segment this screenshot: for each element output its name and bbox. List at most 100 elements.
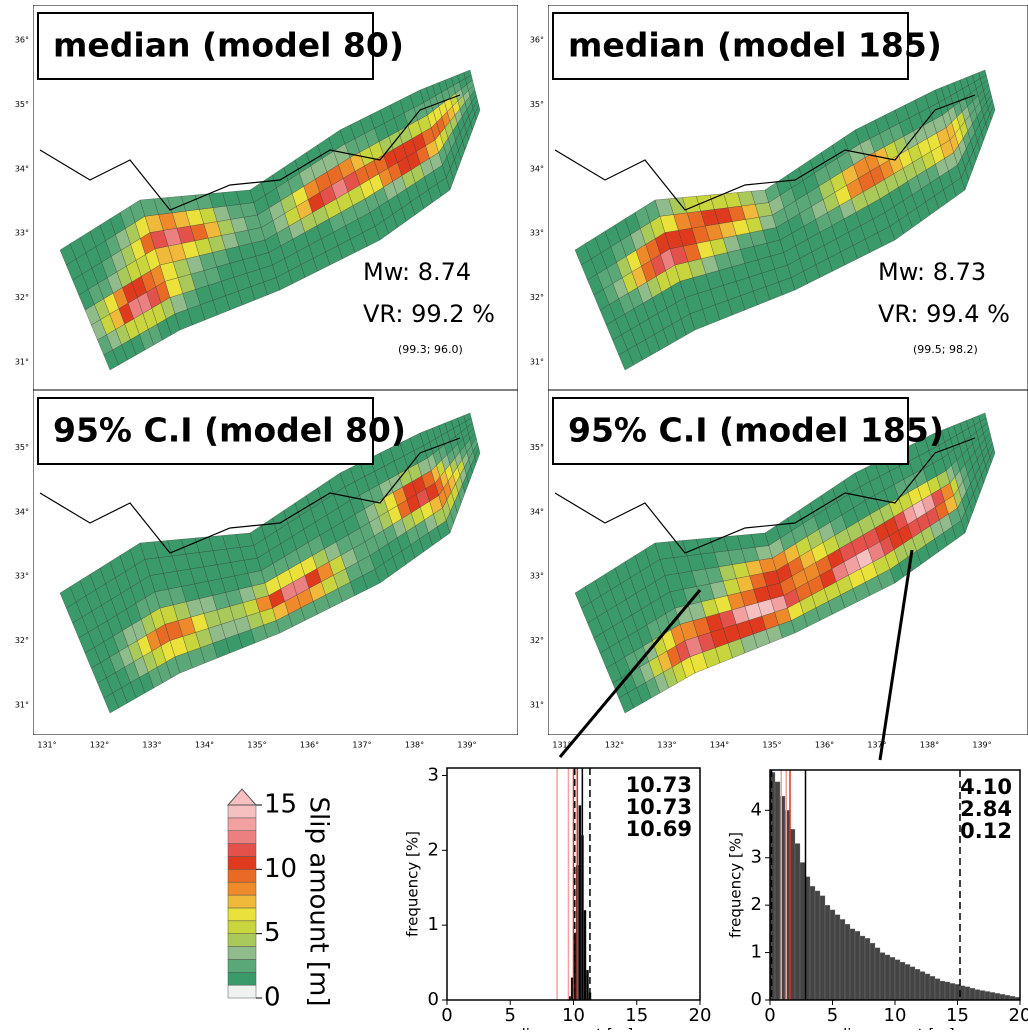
x-tick-label: 0 (441, 1005, 452, 1026)
hist-bar (889, 957, 896, 1001)
title-box (37, 397, 374, 465)
title-box (37, 12, 374, 80)
stat-annotation: 0.12 (960, 819, 1012, 843)
colorbar-band (227, 817, 257, 831)
hist-bar (854, 931, 861, 1001)
lat-label: 35° (15, 100, 29, 109)
hist-bar (984, 991, 991, 1001)
hist-bar (774, 781, 781, 1001)
hist-bar (969, 987, 976, 1001)
colorbar-band (227, 856, 257, 870)
hist-bar (974, 989, 981, 1001)
mw-label: Mw: 8.73 (878, 258, 986, 286)
colorbar-band (227, 933, 257, 947)
colorbar-band (227, 843, 257, 857)
hist-bar (864, 938, 871, 1001)
colorbar-band (227, 894, 257, 909)
lon-label: 133° (657, 741, 676, 750)
panel-title: median (model 80) (53, 26, 404, 65)
lon-label: 132° (90, 741, 109, 750)
lon-label: 131° (552, 741, 571, 750)
hist-bar (924, 973, 931, 1001)
lat-label: 34° (530, 164, 544, 173)
hist-bar (914, 969, 921, 1001)
hist-bar (909, 966, 916, 1001)
vr-detail: (99.3; 96.0) (398, 343, 463, 356)
hist-bar (859, 935, 866, 1001)
hist-bar (824, 905, 831, 1001)
panel-title: 95% C.I (model 185) (568, 411, 944, 450)
lat-label: 34° (15, 164, 29, 173)
hist-bar (879, 952, 886, 1001)
hist-bar (944, 981, 951, 1001)
lat-label: 31° (530, 701, 544, 710)
lat-label: 35° (15, 443, 29, 452)
stat-annotation: 4.10 (960, 775, 1012, 799)
hist-bar (839, 919, 846, 1001)
lat-label: 33° (15, 229, 29, 238)
colorbar-tick-label: 5 (264, 918, 281, 948)
hist-bar (819, 895, 826, 1001)
hist-bar (874, 947, 881, 1001)
panel-title: median (model 185) (568, 26, 942, 65)
hist-bar (809, 886, 816, 1001)
y-tick-label: 4 (751, 799, 762, 820)
panel-title: 95% C.I (model 80) (53, 411, 406, 450)
hist-bar (799, 862, 806, 1001)
colorbar-tick-label: 10 (264, 854, 297, 884)
lat-label: 31° (530, 358, 544, 367)
hist-bar (814, 890, 821, 1001)
lat-label: 36° (15, 36, 29, 45)
title-box (552, 12, 909, 80)
lon-label: 138° (920, 741, 939, 750)
x-tick-label: 5 (827, 1005, 838, 1026)
colorbar-band (227, 869, 257, 883)
hist-bar (586, 969, 589, 1001)
colorbar-arrow (226, 788, 258, 806)
colorbar-band (227, 959, 257, 973)
stat-annotation: 10.73 (626, 773, 692, 797)
hist-bar (829, 909, 836, 1001)
lon-label: 138° (405, 741, 424, 750)
lat-label: 35° (530, 100, 544, 109)
lon-label: 134° (710, 741, 729, 750)
lon-label: 135° (247, 741, 266, 750)
lon-label: 136° (815, 741, 834, 750)
mw-label: Mw: 8.74 (363, 258, 471, 286)
hist-bar (939, 980, 946, 1001)
fault-cell (978, 412, 987, 422)
lat-label: 32° (15, 636, 29, 645)
coastline (554, 437, 976, 554)
vr-detail: (99.5; 98.2) (913, 343, 978, 356)
hist-bar (949, 983, 956, 1001)
stat-annotation: 10.73 (626, 795, 692, 819)
hist-bar (919, 971, 926, 1001)
colorbar-band (227, 881, 257, 896)
colorbar-tick-label: 15 (264, 790, 297, 820)
stat-annotation: 2.84 (960, 797, 1012, 821)
lat-label: 31° (15, 358, 29, 367)
x-tick-label: 15 (946, 1005, 969, 1026)
hist-bar (578, 805, 582, 1001)
x-tick-label: 20 (1009, 1005, 1028, 1026)
y-tick-label: 3 (751, 847, 762, 868)
lat-label: 35° (530, 443, 544, 452)
connector (878, 549, 914, 761)
coastline (554, 94, 976, 211)
lon-label: 139° (457, 741, 476, 750)
lat-label: 33° (15, 572, 29, 581)
lon-label: 139° (972, 741, 991, 750)
y-tick-label: 2 (751, 894, 762, 915)
y-tick-label: 1 (751, 942, 762, 963)
x-tick-label: 10 (884, 1005, 907, 1026)
hist-bar (934, 978, 941, 1001)
lat-label: 33° (530, 229, 544, 238)
hist-bar (979, 990, 986, 1001)
hist-bar (869, 942, 876, 1001)
colorbar-band (227, 830, 257, 844)
hist-bar (849, 928, 856, 1001)
coastline (39, 94, 461, 211)
lon-label: 133° (142, 741, 161, 750)
y-tick-label: 3 (428, 764, 439, 785)
